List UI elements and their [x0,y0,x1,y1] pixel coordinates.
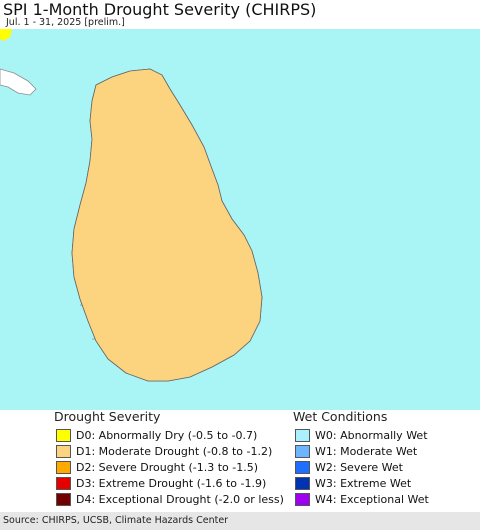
legend-label: D0: Abnormally Dry (-0.5 to -0.7) [76,429,258,442]
drought-map [0,29,480,410]
india-coast [0,68,37,96]
footer: Source: CHIRPS, UCSB, Climate Hazards Ce… [0,512,480,530]
source-credit: Source: CHIRPS, UCSB, Climate Hazards Ce… [3,515,229,526]
legend-item-d0: D0: Abnormally Dry (-0.5 to -0.7) [56,428,257,443]
legend-swatch [56,445,71,458]
legend-label: W1: Moderate Wet [315,445,418,458]
legend-label: W4: Exceptional Wet [315,493,429,506]
legend-label: W2: Severe Wet [315,461,403,474]
legend-swatch [56,461,71,474]
legend-swatch [56,477,71,490]
legend-item-d1: D1: Moderate Drought (-0.8 to -1.2) [56,444,272,459]
legend-item-w1: W1: Moderate Wet [295,444,417,459]
wet-legend-title: Wet Conditions [293,409,388,424]
legend-swatch [295,445,310,458]
india-yellow-patch [0,29,12,41]
legend-label: W3: Extreme Wet [315,477,412,490]
legend-item-w2: W2: Severe Wet [295,460,403,475]
map-title: SPI 1-Month Drought Severity (CHIRPS) [3,0,317,19]
legend-item-w3: W3: Extreme Wet [295,476,411,491]
legend-item-d2: D2: Severe Drought (-1.3 to -1.5) [56,460,258,475]
legend-swatch [295,429,310,442]
legend-item-w0: W0: Abnormally Wet [295,428,428,443]
legend-label: W0: Abnormally Wet [315,429,428,442]
map-subtitle: Jul. 1 - 31, 2025 [prelim.] [6,17,125,28]
legend-label: D1: Moderate Drought (-0.8 to -1.2) [76,445,273,458]
legend-item-d4: D4: Exceptional Drought (-2.0 or less) [56,492,284,507]
legend-swatch [56,429,71,442]
legend-swatch [295,477,310,490]
ocean [0,29,480,410]
legend-label: D3: Extreme Drought (-1.6 to -1.9) [76,477,267,490]
legend-swatch [56,493,71,506]
legend-label: D2: Severe Drought (-1.3 to -1.5) [76,461,259,474]
legend-item-w4: W4: Exceptional Wet [295,492,429,507]
legend-swatch [295,493,310,506]
legend-swatch [295,461,310,474]
legend-item-d3: D3: Extreme Drought (-1.6 to -1.9) [56,476,266,491]
legend-label: D4: Exceptional Drought (-2.0 or less) [76,493,284,506]
drought-legend-title: Drought Severity [54,409,161,424]
